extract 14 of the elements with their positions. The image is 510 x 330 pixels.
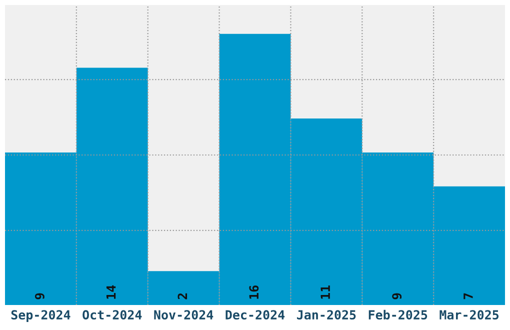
data-label: 11 (320, 285, 330, 299)
data-label: 7 (464, 293, 473, 300)
x-tick-label: Jan-2025 (296, 310, 356, 320)
x-tick-label: Sep-2024 (11, 310, 70, 322)
data-label: 16 (249, 286, 259, 299)
x-tick-label: Dec-2024 (226, 310, 285, 320)
x-tick-label: Oct-2024 (82, 310, 142, 320)
data-label: 9 (392, 293, 402, 300)
data-label: 9 (34, 293, 44, 300)
x-tick-label: Feb-2025 (368, 310, 428, 320)
data-label: 14 (106, 285, 116, 299)
data-label: 2 (178, 293, 188, 300)
x-tick-label: Mar-2025 (440, 310, 499, 320)
x-tick-label: Nov-2024 (154, 310, 214, 320)
